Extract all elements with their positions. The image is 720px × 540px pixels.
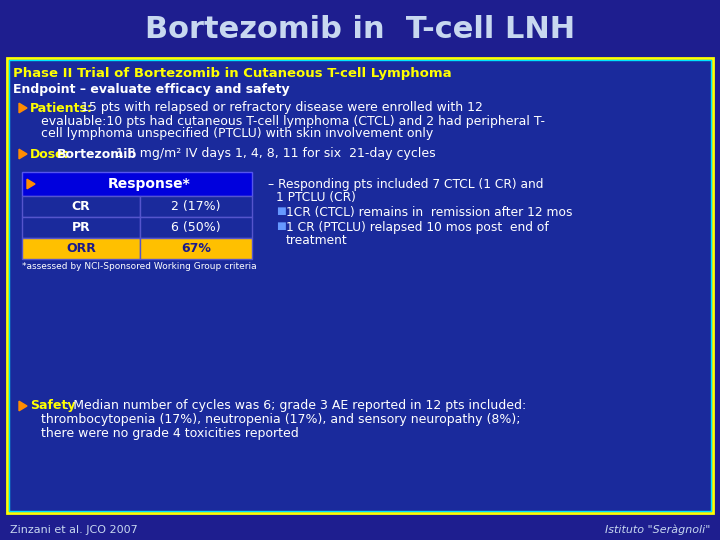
FancyBboxPatch shape xyxy=(7,58,713,513)
Text: Endpoint – evaluate efficacy and safety: Endpoint – evaluate efficacy and safety xyxy=(13,84,289,97)
Text: 1.3 mg/m² IV days 1, 4, 8, 11 for six  21-day cycles: 1.3 mg/m² IV days 1, 4, 8, 11 for six 21… xyxy=(116,147,436,160)
Polygon shape xyxy=(27,179,35,189)
Text: 15 pts with relapsed or refractory disease were enrolled with 12: 15 pts with relapsed or refractory disea… xyxy=(81,102,483,114)
Text: : Median number of cycles was 6; grade 3 AE reported in 12 pts included:: : Median number of cycles was 6; grade 3… xyxy=(65,400,526,413)
Text: 1 PTCLU (CR): 1 PTCLU (CR) xyxy=(276,191,356,204)
Text: Zinzani et al. JCO 2007: Zinzani et al. JCO 2007 xyxy=(10,525,138,535)
Text: Phase II Trial of Bortezomib in Cutaneous T-cell Lymphoma: Phase II Trial of Bortezomib in Cutaneou… xyxy=(13,68,451,80)
Polygon shape xyxy=(19,149,27,159)
Text: there were no grade 4 toxicities reported: there were no grade 4 toxicities reporte… xyxy=(41,428,299,441)
Text: Safety: Safety xyxy=(30,400,76,413)
Text: Bortezomib: Bortezomib xyxy=(57,147,138,160)
Text: ■: ■ xyxy=(276,221,286,231)
Polygon shape xyxy=(19,103,27,113)
Text: evaluable:10 pts had cutaneous T-cell lymphoma (CTCL) and 2 had peripheral T-: evaluable:10 pts had cutaneous T-cell ly… xyxy=(41,114,545,127)
Text: 67%: 67% xyxy=(181,242,211,255)
FancyBboxPatch shape xyxy=(22,196,140,217)
FancyBboxPatch shape xyxy=(22,217,140,238)
Text: Patients:: Patients: xyxy=(30,102,93,114)
Text: 6 (50%): 6 (50%) xyxy=(171,221,221,234)
Text: 2 (17%): 2 (17%) xyxy=(171,200,221,213)
Text: Istituto "Seràgnoli": Istituto "Seràgnoli" xyxy=(605,525,710,535)
Text: PR: PR xyxy=(71,221,91,234)
Text: CR: CR xyxy=(71,200,91,213)
Text: cell lymphoma unspecified (PTCLU) with skin involvement only: cell lymphoma unspecified (PTCLU) with s… xyxy=(41,127,433,140)
Text: Bortezomib in  T-cell LNH: Bortezomib in T-cell LNH xyxy=(145,16,575,44)
Text: treatment: treatment xyxy=(286,234,348,247)
Text: 1CR (CTCL) remains in  remission after 12 mos: 1CR (CTCL) remains in remission after 12… xyxy=(286,206,572,219)
Text: *assessed by NCI-Sponsored Working Group criteria: *assessed by NCI-Sponsored Working Group… xyxy=(22,262,256,271)
FancyBboxPatch shape xyxy=(9,60,711,511)
FancyBboxPatch shape xyxy=(140,217,252,238)
Text: Dose:: Dose: xyxy=(30,147,70,160)
FancyBboxPatch shape xyxy=(22,172,252,196)
Text: Response*: Response* xyxy=(107,177,190,191)
FancyBboxPatch shape xyxy=(22,238,140,259)
FancyBboxPatch shape xyxy=(140,196,252,217)
FancyBboxPatch shape xyxy=(140,238,252,259)
Text: ORR: ORR xyxy=(66,242,96,255)
Polygon shape xyxy=(19,401,27,411)
Text: thrombocytopenia (17%), neutropenia (17%), and sensory neuropathy (8%);: thrombocytopenia (17%), neutropenia (17%… xyxy=(41,414,521,427)
Text: 1 CR (PTCLU) relapsed 10 mos post  end of: 1 CR (PTCLU) relapsed 10 mos post end of xyxy=(286,221,549,234)
Text: – Responding pts included 7 CTCL (1 CR) and: – Responding pts included 7 CTCL (1 CR) … xyxy=(268,178,544,191)
Text: ■: ■ xyxy=(276,206,286,216)
